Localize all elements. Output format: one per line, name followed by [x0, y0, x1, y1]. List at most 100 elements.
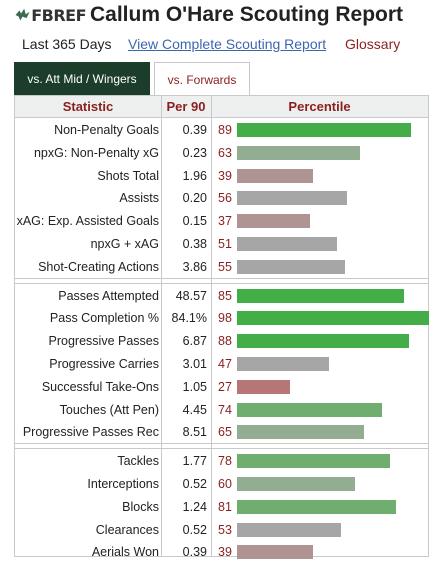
percentile-value: 65 [218, 425, 232, 440]
percentile-value: 47 [218, 357, 232, 371]
stat-name[interactable]: Successful Take-Ons [41, 379, 159, 394]
stat-name[interactable]: Blocks [122, 499, 159, 514]
stat-name[interactable]: Aerials Won [91, 545, 159, 560]
fbref-logo[interactable]: FBREF [14, 4, 86, 26]
percentile-value: 89 [218, 123, 232, 137]
stat-name[interactable]: Progressive Passes [48, 334, 159, 349]
stat-name[interactable]: Interceptions [87, 477, 159, 491]
fbref-logo-icon [15, 8, 30, 21]
table-row: Pass Completion % 84.1% 98 [15, 307, 430, 329]
table-row: Touches (Att Pen) 4.45 74 [15, 399, 428, 421]
table-row: Passes Attempted 48.57 85 [15, 285, 428, 307]
percentile-bar [237, 402, 383, 417]
stat-name[interactable]: Touches (Att Pen) [59, 402, 159, 417]
percentile-bar [237, 288, 404, 303]
percentile-value: 81 [218, 499, 232, 514]
stat-name[interactable]: Progressive Carries [49, 357, 159, 371]
subnav: Last 365 Days View Complete Scouting Rep… [22, 36, 432, 54]
table-row: Tackles 1.77 78 [15, 450, 428, 472]
percentile-bar [237, 123, 412, 137]
percentile-value: 55 [218, 259, 232, 274]
percentile-value: 27 [218, 379, 232, 394]
percentile-bar [237, 168, 314, 183]
per90-value: 0.52 [182, 477, 207, 491]
stat-name[interactable]: Pass Completion % [49, 311, 159, 326]
percentile-value: 53 [218, 522, 232, 537]
table-header: Statistic Per 90 Percentile [15, 96, 428, 118]
table-row: Blocks 1.24 81 [15, 496, 428, 518]
stat-name[interactable]: npxG: Non-Penalty xG [33, 145, 159, 160]
scouting-table: Statistic Per 90 Percentile Non-Penalty … [14, 95, 430, 560]
table-row: Non-Penalty Goals 0.39 89 [15, 119, 428, 141]
complete-report-link[interactable]: View Complete Scouting Report [128, 36, 327, 52]
per90-value: 0.23 [182, 145, 207, 160]
column-divider [161, 96, 162, 556]
percentile-value: 39 [218, 545, 232, 560]
percentile-bar [237, 522, 341, 537]
per90-value: 0.39 [182, 545, 207, 560]
page-title: Callum O'Hare Scouting Report [90, 3, 404, 26]
per90-value: 1.05 [182, 379, 207, 394]
percentile-value: 63 [218, 145, 232, 160]
percentile-bar [237, 311, 430, 326]
stat-name[interactable]: Clearances [95, 522, 159, 537]
per90-value: 0.39 [182, 123, 207, 137]
period-label: Last 365 Days [22, 36, 112, 52]
per90-value: 3.86 [182, 259, 207, 274]
stat-name[interactable]: Non-Penalty Goals [54, 123, 159, 137]
percentile-value: 51 [218, 237, 232, 251]
percentile-bar [237, 357, 330, 371]
page-header: FBREF Callum O'Hare Scouting Report [14, 2, 434, 28]
percentile-value: 98 [218, 311, 232, 326]
header-percentile[interactable]: Percentile [288, 99, 351, 114]
percentile-bar [237, 545, 314, 560]
percentile-bar [237, 214, 310, 229]
percentile-bar [237, 334, 410, 349]
stat-name[interactable]: Assists [119, 191, 159, 206]
table-row: xAG: Exp. Assisted Goals 0.15 37 [15, 210, 428, 232]
stat-name[interactable]: Progressive Passes Rec [22, 425, 159, 440]
table-row: Aerials Won 0.39 39 [15, 541, 428, 563]
table-row: npxG + xAG 0.38 51 [15, 233, 428, 255]
percentile-bar [237, 454, 390, 469]
tab-att-mid-wingers[interactable]: vs. Att Mid / Wingers [14, 62, 150, 96]
percentile-value: 60 [218, 477, 232, 491]
table-row: Clearances 0.52 53 [15, 519, 428, 541]
percentile-value: 56 [218, 191, 232, 206]
stat-name[interactable]: xAG: Exp. Assisted Goals [16, 214, 159, 229]
percentile-value: 88 [218, 334, 232, 349]
tab-forwards[interactable]: vs. Forwards [154, 62, 250, 96]
percentile-bar [237, 499, 396, 514]
table-row: npxG: Non-Penalty xG 0.23 63 [15, 142, 428, 164]
glossary-link[interactable]: Glossary [345, 36, 401, 52]
logo-text: FBREF [31, 5, 86, 25]
per90-value: 48.57 [175, 288, 207, 303]
table-row: Interceptions 0.52 60 [15, 473, 428, 495]
per90-value: 3.01 [182, 357, 207, 371]
percentile-bar [237, 477, 355, 491]
percentile-bar [237, 145, 361, 160]
percentile-value: 39 [218, 168, 232, 183]
table-row: Shot-Creating Actions 3.86 55 [15, 256, 428, 278]
group-separator [15, 277, 428, 284]
group-separator [15, 443, 428, 450]
comparison-tabs: vs. Att Mid / Wingers vs. Forwards [14, 62, 434, 96]
header-statistic[interactable]: Statistic [62, 99, 114, 114]
table-row: Shots Total 1.96 39 [15, 165, 428, 187]
per90-value: 84.1% [171, 311, 207, 326]
per90-value: 8.51 [182, 425, 207, 440]
per90-value: 1.96 [182, 168, 207, 183]
table-row: Assists 0.20 56 [15, 187, 428, 209]
header-per90[interactable]: Per 90 [166, 99, 206, 114]
percentile-value: 74 [218, 402, 232, 417]
per90-value: 1.24 [182, 499, 207, 514]
per90-value: 1.77 [182, 454, 207, 469]
percentile-bar [237, 259, 345, 274]
stat-name[interactable]: Shots Total [97, 168, 159, 183]
stat-name[interactable]: npxG + xAG [90, 237, 159, 251]
stat-name[interactable]: Tackles [117, 454, 159, 469]
stat-name[interactable]: Passes Attempted [58, 288, 159, 303]
stat-name[interactable]: Shot-Creating Actions [38, 259, 159, 274]
per90-value: 6.87 [182, 334, 207, 349]
table-row: Successful Take-Ons 1.05 27 [15, 376, 428, 398]
